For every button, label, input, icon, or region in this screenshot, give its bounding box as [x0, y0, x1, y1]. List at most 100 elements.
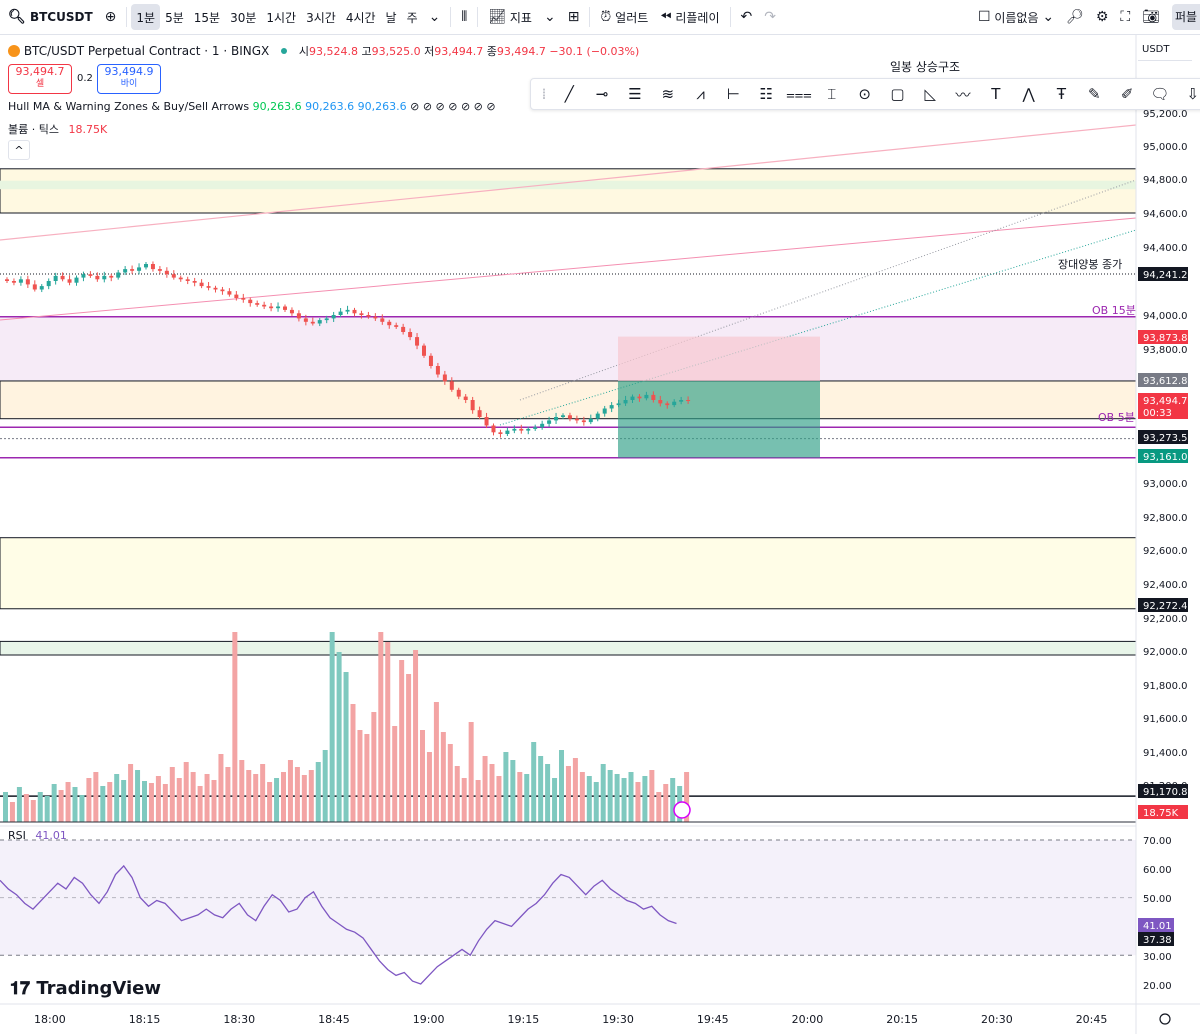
- candle-body[interactable]: [644, 394, 649, 399]
- candle-body[interactable]: [435, 366, 440, 375]
- candle-body[interactable]: [81, 274, 86, 278]
- alert-button[interactable]: ⏰︎ 얼러트: [594, 0, 654, 34]
- candle-body[interactable]: [276, 306, 281, 309]
- symbol-search[interactable]: 🔍︎ BTCUSDT: [0, 0, 99, 34]
- indicators-button[interactable]: 📈︎ 지표: [482, 0, 538, 34]
- rsi-label-box[interactable]: [1138, 932, 1174, 946]
- range-icon[interactable]: ⊢: [726, 85, 740, 103]
- fullscreen-button[interactable]: ⛶: [1114, 0, 1136, 34]
- candle-body[interactable]: [102, 275, 107, 280]
- rsi-line[interactable]: [0, 864, 677, 985]
- triangle-icon[interactable]: ◺: [924, 85, 937, 103]
- candle-body[interactable]: [581, 420, 586, 423]
- candle-body[interactable]: [25, 279, 30, 285]
- callout-icon[interactable]: 🗨︎: [1150, 85, 1170, 103]
- publish-button[interactable]: 퍼블: [1172, 4, 1200, 30]
- fib-fan-icon[interactable]: ≋: [661, 85, 675, 103]
- candle-body[interactable]: [505, 430, 510, 434]
- layout-button[interactable]: ☐ 이름없음 ⌄: [972, 0, 1060, 34]
- candle-body[interactable]: [442, 374, 447, 382]
- annotation-big-bull-close[interactable]: 장대양봉 종가: [1058, 258, 1123, 271]
- candle-body[interactable]: [206, 286, 211, 288]
- candle-body[interactable]: [5, 279, 9, 281]
- candle-body[interactable]: [366, 315, 371, 317]
- text-icon[interactable]: T: [991, 85, 1001, 103]
- timeframe-week[interactable]: 주: [406, 10, 418, 25]
- candle-body[interactable]: [255, 303, 260, 305]
- quick-search-button[interactable]: 🔎︎: [1060, 0, 1090, 34]
- candle-body[interactable]: [171, 274, 176, 278]
- tradingview-logo[interactable]: 𝟏𝟕 TradingView: [10, 978, 161, 999]
- candle-body[interactable]: [491, 425, 496, 433]
- timeframe-5m[interactable]: 5분: [165, 10, 184, 25]
- buy-button[interactable]: 93,494.9 바이: [97, 64, 161, 94]
- brush-icon[interactable]: ✎: [1088, 85, 1101, 103]
- candle-body[interactable]: [380, 318, 385, 322]
- collapse-legend-button[interactable]: ^: [8, 140, 30, 160]
- gann-icon[interactable]: ⌶: [827, 85, 837, 103]
- candle-body[interactable]: [415, 337, 420, 346]
- candle-body[interactable]: [269, 306, 274, 309]
- candle-body[interactable]: [345, 309, 350, 312]
- price-label-box[interactable]: [1138, 430, 1188, 444]
- candle-body[interactable]: [595, 413, 600, 419]
- annotation-ob-5m[interactable]: OB 5분: [1098, 411, 1135, 424]
- candle-body[interactable]: [651, 394, 656, 400]
- templates-button[interactable]: ⊞: [562, 0, 586, 34]
- candle-body[interactable]: [164, 270, 169, 275]
- zone-yellow-lower[interactable]: [0, 537, 1137, 610]
- candle-body[interactable]: [53, 275, 58, 281]
- price-label-box[interactable]: [1138, 805, 1188, 819]
- ob-15m-zone[interactable]: [0, 316, 1136, 383]
- price-label-box[interactable]: [1138, 784, 1188, 798]
- candle-body[interactable]: [123, 269, 128, 273]
- drag-handle-icon[interactable]: ⁞: [541, 85, 547, 103]
- rectangle-icon[interactable]: ▢: [890, 85, 905, 103]
- zone-yellow-upper[interactable]: [0, 168, 1137, 214]
- fib-retracement-icon[interactable]: ☷: [759, 85, 773, 103]
- candle-body[interactable]: [463, 396, 468, 400]
- candle-body[interactable]: [185, 279, 190, 281]
- timeframe-dropdown[interactable]: ⌄: [423, 0, 447, 34]
- candle-body[interactable]: [88, 274, 93, 276]
- zone-green-lower[interactable]: [0, 640, 1137, 656]
- add-symbol-button[interactable]: ⊕: [99, 0, 123, 34]
- candle-body[interactable]: [630, 396, 635, 400]
- candle-body[interactable]: [192, 281, 197, 283]
- snapshot-button[interactable]: 📷︎: [1136, 0, 1200, 34]
- legend-title[interactable]: BTC/USDT Perpetual Contract · 1 · BINGX: [23, 44, 270, 58]
- candle-body[interactable]: [310, 321, 315, 324]
- candle-body[interactable]: [67, 279, 72, 283]
- candle-body[interactable]: [561, 415, 565, 417]
- candle-body[interactable]: [512, 428, 517, 431]
- timeframe-1h[interactable]: 1시간: [266, 10, 297, 25]
- annotation-uptrend[interactable]: 일봉 상승구조: [890, 60, 961, 74]
- short-position-stop[interactable]: [618, 336, 820, 381]
- settings-button[interactable]: ⚙: [1090, 0, 1115, 34]
- candle-body[interactable]: [116, 272, 121, 278]
- undo-button[interactable]: ↶: [735, 0, 759, 34]
- candle-body[interactable]: [533, 427, 538, 429]
- candle-body[interactable]: [672, 401, 677, 406]
- price-label-box[interactable]: [1138, 598, 1188, 612]
- candle-body[interactable]: [498, 432, 503, 434]
- candle-body[interactable]: [665, 403, 670, 406]
- candle-body[interactable]: [144, 264, 148, 268]
- candle-body[interactable]: [470, 400, 475, 411]
- candle-body[interactable]: [74, 277, 79, 283]
- candle-body[interactable]: [109, 275, 114, 278]
- candle-body[interactable]: [408, 332, 413, 338]
- horizontal-ray-icon[interactable]: ⊸: [595, 85, 609, 103]
- candle-body[interactable]: [248, 299, 253, 304]
- candle-body[interactable]: [11, 281, 16, 283]
- candle-body[interactable]: [449, 381, 454, 390]
- pattern-icon[interactable]: ⩘: [696, 85, 705, 103]
- candle-body[interactable]: [317, 320, 322, 324]
- candle-body[interactable]: [484, 417, 489, 426]
- candle-body[interactable]: [289, 309, 294, 314]
- candle-body[interactable]: [32, 284, 37, 290]
- price-unit-selector[interactable]: USDT: [1138, 40, 1192, 61]
- candle-body[interactable]: [157, 269, 162, 271]
- candle-body[interactable]: [46, 281, 51, 287]
- candle-body[interactable]: [567, 415, 572, 419]
